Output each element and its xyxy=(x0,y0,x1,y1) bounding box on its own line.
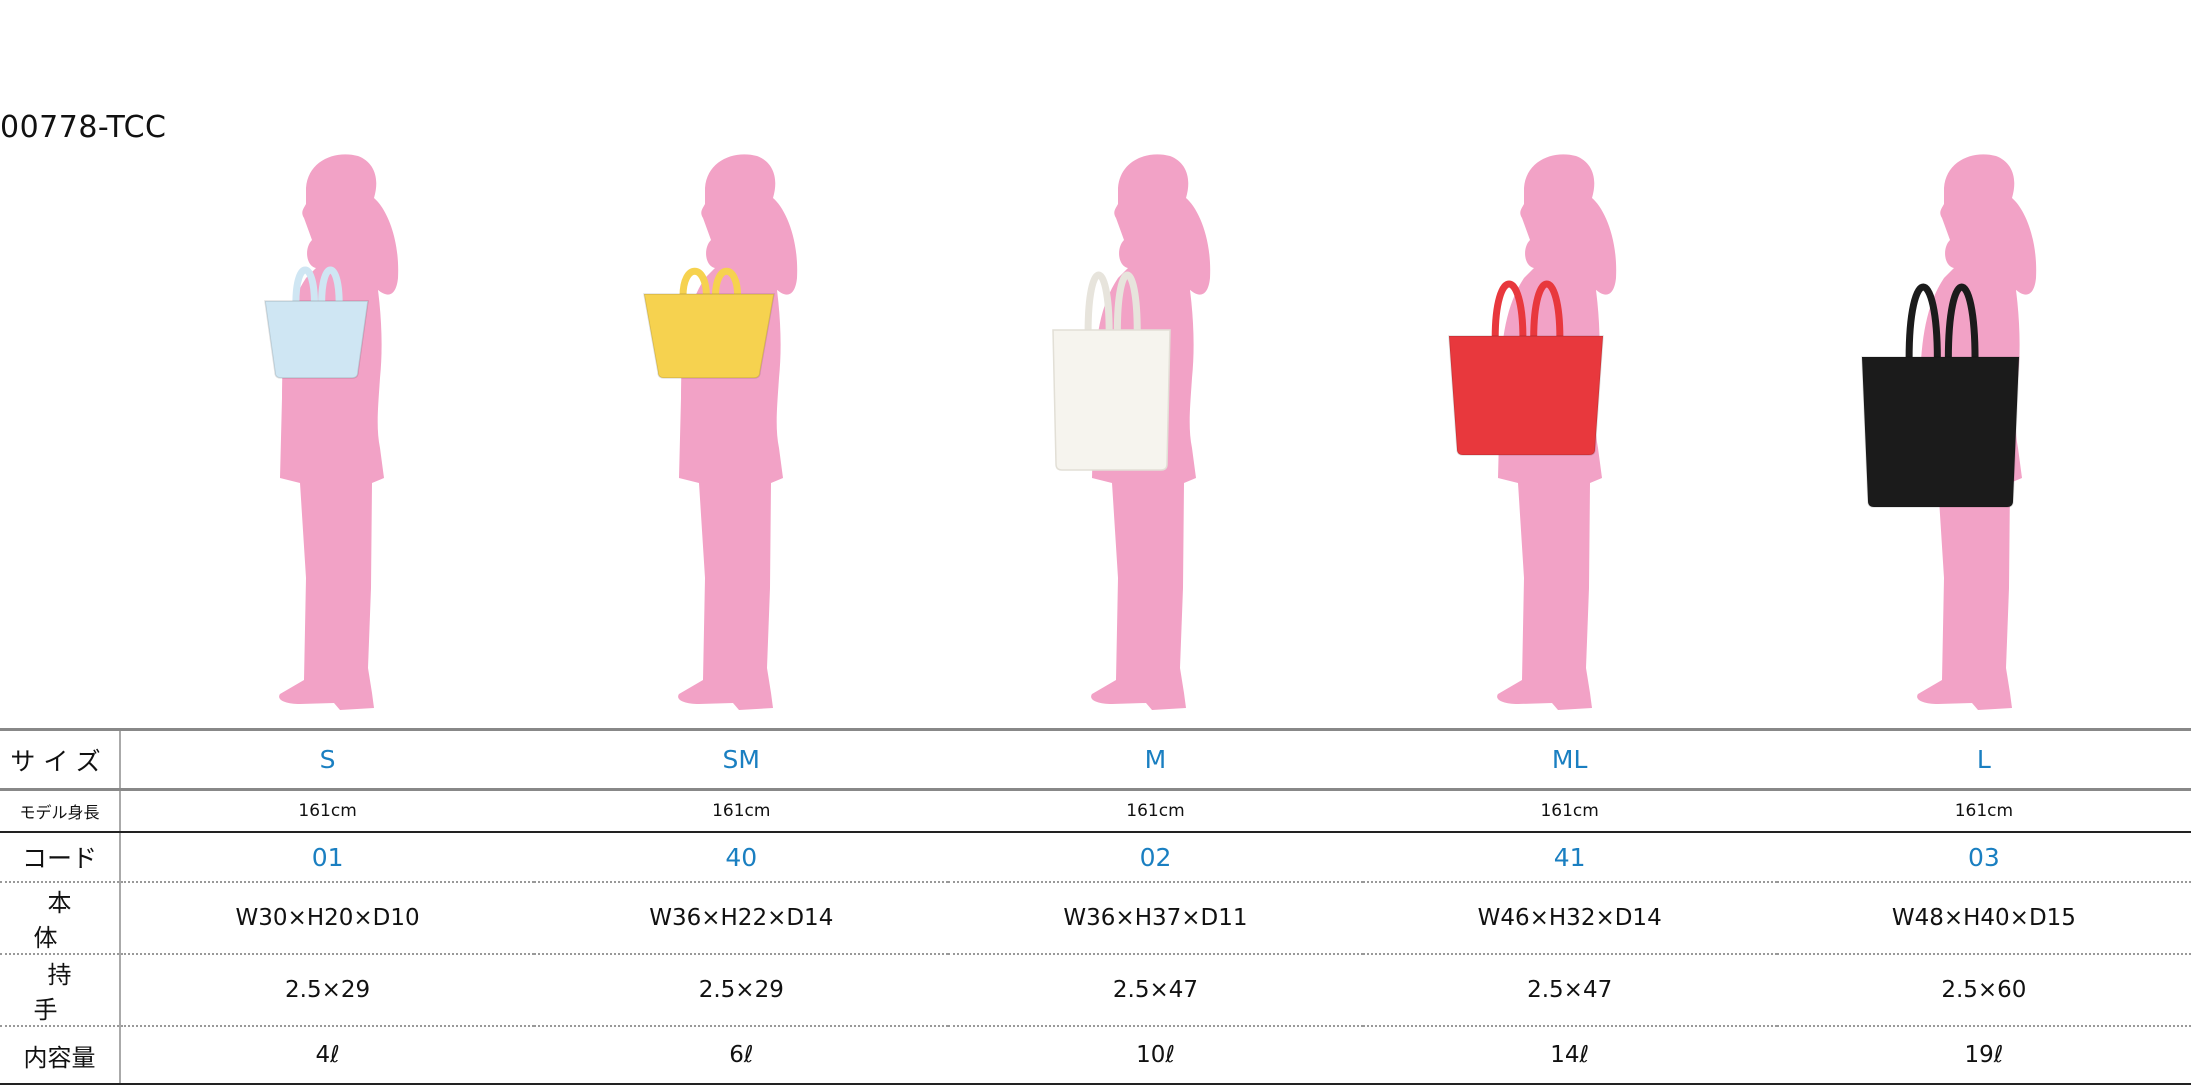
woman-silhouette xyxy=(678,154,798,711)
cell-model-height: 161cm xyxy=(948,789,1363,833)
model-figure-m xyxy=(1052,154,1211,711)
cell-capacity: 6ℓ xyxy=(534,1026,949,1085)
cell-capacity: 4ℓ xyxy=(120,1026,535,1085)
tote-bag-natural xyxy=(1052,271,1171,471)
row-size: サイズ S SM M ML L xyxy=(0,728,2191,791)
model-figure-l xyxy=(1861,154,2037,711)
row-label: サイズ xyxy=(10,746,109,776)
cell-size: SM xyxy=(534,728,949,791)
row-handle: 持手 2.5×29 2.5×29 2.5×47 2.5×47 2.5×60 xyxy=(0,954,2191,1027)
tote-bag-light-blue xyxy=(264,266,369,379)
cell-body: W48×H40×D15 xyxy=(1776,882,2191,955)
tote-bag-red xyxy=(1448,280,1604,456)
row-capacity: 内容量 4ℓ 6ℓ 10ℓ 14ℓ 19ℓ xyxy=(0,1026,2191,1085)
row-label-cell: 持手 xyxy=(0,954,121,1027)
model-figure-sm xyxy=(643,154,798,711)
cell-code: 41 xyxy=(1362,832,1777,883)
cell-model-height: 161cm xyxy=(1776,789,2191,833)
cell-body: W30×H20×D10 xyxy=(120,882,535,955)
cell-body: W36×H37×D11 xyxy=(948,882,1363,955)
cell-handle: 2.5×29 xyxy=(534,954,949,1027)
row-label-cell: コード xyxy=(0,832,121,883)
cell-body: W46×H32×D14 xyxy=(1362,882,1777,955)
row-label: モデル身長 xyxy=(19,803,100,822)
row-label: 持手 xyxy=(33,961,100,1024)
row-label: 本体 xyxy=(33,889,100,952)
row-label-cell: モデル身長 xyxy=(0,789,121,833)
row-label: 内容量 xyxy=(23,1043,96,1072)
row-label-cell: 内容量 xyxy=(0,1026,121,1085)
cell-body: W36×H22×D14 xyxy=(534,882,949,955)
cell-capacity: 14ℓ xyxy=(1362,1026,1777,1085)
row-label-cell: 本体 xyxy=(0,882,121,955)
product-code-title: 00778-TCC xyxy=(0,110,167,145)
cell-code: 01 xyxy=(120,832,535,883)
model-figure-s xyxy=(264,154,399,711)
size-spec-table: サイズ S SM M ML L モデル身長 161cm 161cm 161cm 161cm 161cm… xyxy=(0,728,2191,1085)
cell-handle: 2.5×60 xyxy=(1776,954,2191,1027)
cell-size: ML xyxy=(1362,728,1777,791)
cell-handle: 2.5×29 xyxy=(120,954,535,1027)
cell-capacity: 19ℓ xyxy=(1776,1026,2191,1085)
cell-handle: 2.5×47 xyxy=(1362,954,1777,1027)
row-label-cell: サイズ xyxy=(0,728,121,791)
cell-model-height: 161cm xyxy=(1362,789,1777,833)
cell-code: 02 xyxy=(948,832,1363,883)
row-model-height: モデル身長 161cm 161cm 161cm 161cm 161cm xyxy=(0,789,2191,833)
row-code: コード 01 40 02 41 03 xyxy=(0,832,2191,883)
cell-code: 03 xyxy=(1776,832,2191,883)
woman-silhouette xyxy=(279,154,399,711)
cell-model-height: 161cm xyxy=(120,789,535,833)
model-figures xyxy=(264,154,2037,711)
cell-size: M xyxy=(948,728,1363,791)
cell-handle: 2.5×47 xyxy=(948,954,1363,1027)
model-figure-ml xyxy=(1448,154,1617,711)
cell-model-height: 161cm xyxy=(534,789,949,833)
cell-size: L xyxy=(1776,728,2191,791)
cell-capacity: 10ℓ xyxy=(948,1026,1363,1085)
row-body: 本体 W30×H20×D10 W36×H22×D14 W36×H37×D11 W46×H… xyxy=(0,882,2191,955)
cell-code: 40 xyxy=(534,832,949,883)
cell-size: S xyxy=(120,728,535,791)
row-label: コード xyxy=(21,844,97,873)
tote-bag-yellow xyxy=(643,267,775,379)
tote-bag-black xyxy=(1861,283,2020,508)
